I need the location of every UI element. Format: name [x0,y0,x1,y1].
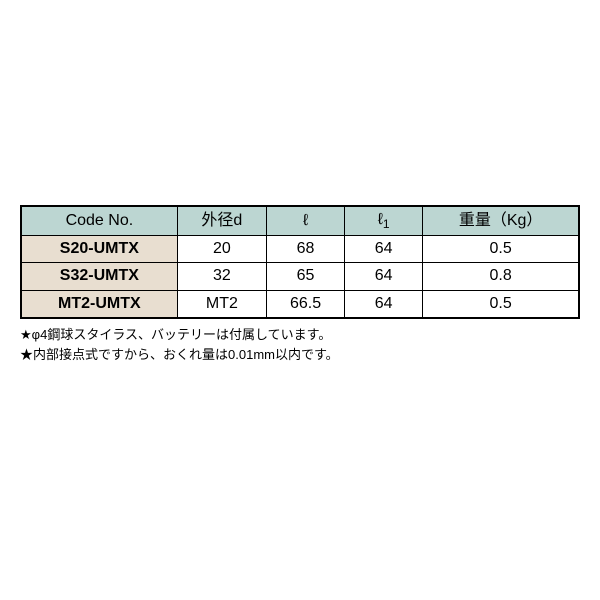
col-l: ℓ [267,206,345,235]
table-cell: 64 [345,263,423,290]
col-l1: ℓ1 [345,206,423,235]
table-cell: 0.5 [423,235,579,262]
table-cell: 68 [267,235,345,262]
col-outer-diameter: 外径d [177,206,266,235]
table-cell: MT2-UMTX [21,290,177,318]
table-cell: 0.8 [423,263,579,290]
table-cell: 64 [345,235,423,262]
table-row: S20-UMTX2068640.5 [21,235,579,262]
table-cell: MT2 [177,290,266,318]
table-cell: S32-UMTX [21,263,177,290]
note-line: 内部接点式ですから、おくれ量は0.01mm以内です。 [20,345,580,365]
col-weight: 重量（Kg） [423,206,579,235]
table-cell: 65 [267,263,345,290]
table-row: S32-UMTX3265640.8 [21,263,579,290]
note-line: φ4鋼球スタイラス、バッテリーは付属しています。 [20,325,580,345]
table-cell: 32 [177,263,266,290]
table-cell: 64 [345,290,423,318]
notes: φ4鋼球スタイラス、バッテリーは付属しています。 内部接点式ですから、おくれ量は… [20,325,580,364]
table-cell: 20 [177,235,266,262]
table-header-row: Code No. 外径d ℓ ℓ1 重量（Kg） [21,206,579,235]
spec-table: Code No. 外径d ℓ ℓ1 重量（Kg） S20-UMTX2068640… [20,205,580,319]
table-cell: 66.5 [267,290,345,318]
table-cell: 0.5 [423,290,579,318]
table-row: MT2-UMTXMT266.5640.5 [21,290,579,318]
col-code-no: Code No. [21,206,177,235]
table-cell: S20-UMTX [21,235,177,262]
